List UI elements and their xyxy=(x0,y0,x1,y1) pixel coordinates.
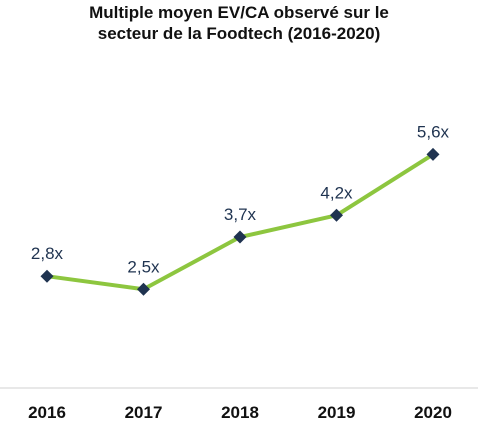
data-label-2017: 2,5x xyxy=(127,257,160,276)
x-tick-2016: 2016 xyxy=(28,403,66,422)
data-point-2016 xyxy=(40,269,54,283)
chart-title: Multiple moyen EV/CA observé sur le sect… xyxy=(0,2,478,44)
data-label-layer: 2,8x 2,5x 3,7x 4,2x 5,6x xyxy=(31,122,450,276)
x-tick-layer: 2016 2017 2018 2019 2020 xyxy=(28,403,452,422)
data-label-2019: 4,2x xyxy=(320,183,353,202)
chart-title-line-1: Multiple moyen EV/CA observé sur le xyxy=(89,3,389,22)
data-point-2019 xyxy=(330,208,343,222)
x-tick-2017: 2017 xyxy=(125,403,163,422)
series-layer xyxy=(40,147,440,296)
data-label-2018: 3,7x xyxy=(224,205,257,224)
x-tick-2018: 2018 xyxy=(221,403,259,422)
x-tick-2020: 2020 xyxy=(414,403,452,422)
x-tick-2019: 2019 xyxy=(318,403,356,422)
chart-title-line-2: secteur de la Foodtech (2016-2020) xyxy=(97,24,381,43)
data-label-2020: 5,6x xyxy=(417,122,450,141)
data-point-2017 xyxy=(137,282,150,296)
data-label-2016: 2,8x xyxy=(31,244,64,263)
data-point-2020 xyxy=(426,147,440,161)
data-point-2018 xyxy=(233,230,247,244)
